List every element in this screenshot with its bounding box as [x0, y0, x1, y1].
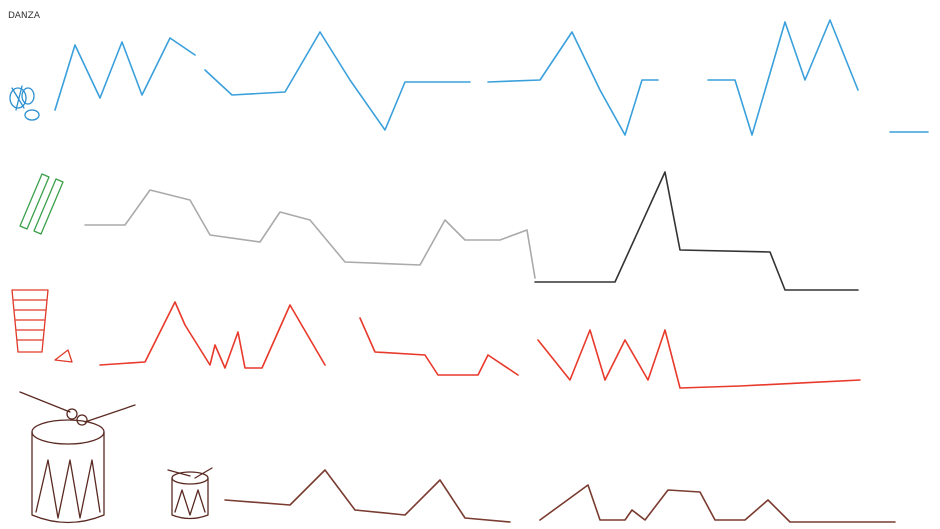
- guiro-line: [99, 301, 861, 389]
- guiro-icon: [11, 289, 73, 363]
- maracas-line: [54, 19, 929, 136]
- small-drum-icon: [167, 467, 213, 520]
- score-title: DANZA: [8, 11, 41, 21]
- claves-icon: [19, 173, 64, 235]
- drum-icon: [19, 391, 136, 524]
- maracas-icon: [9, 85, 40, 121]
- claves-line: [84, 171, 859, 291]
- drum-line: [224, 469, 896, 523]
